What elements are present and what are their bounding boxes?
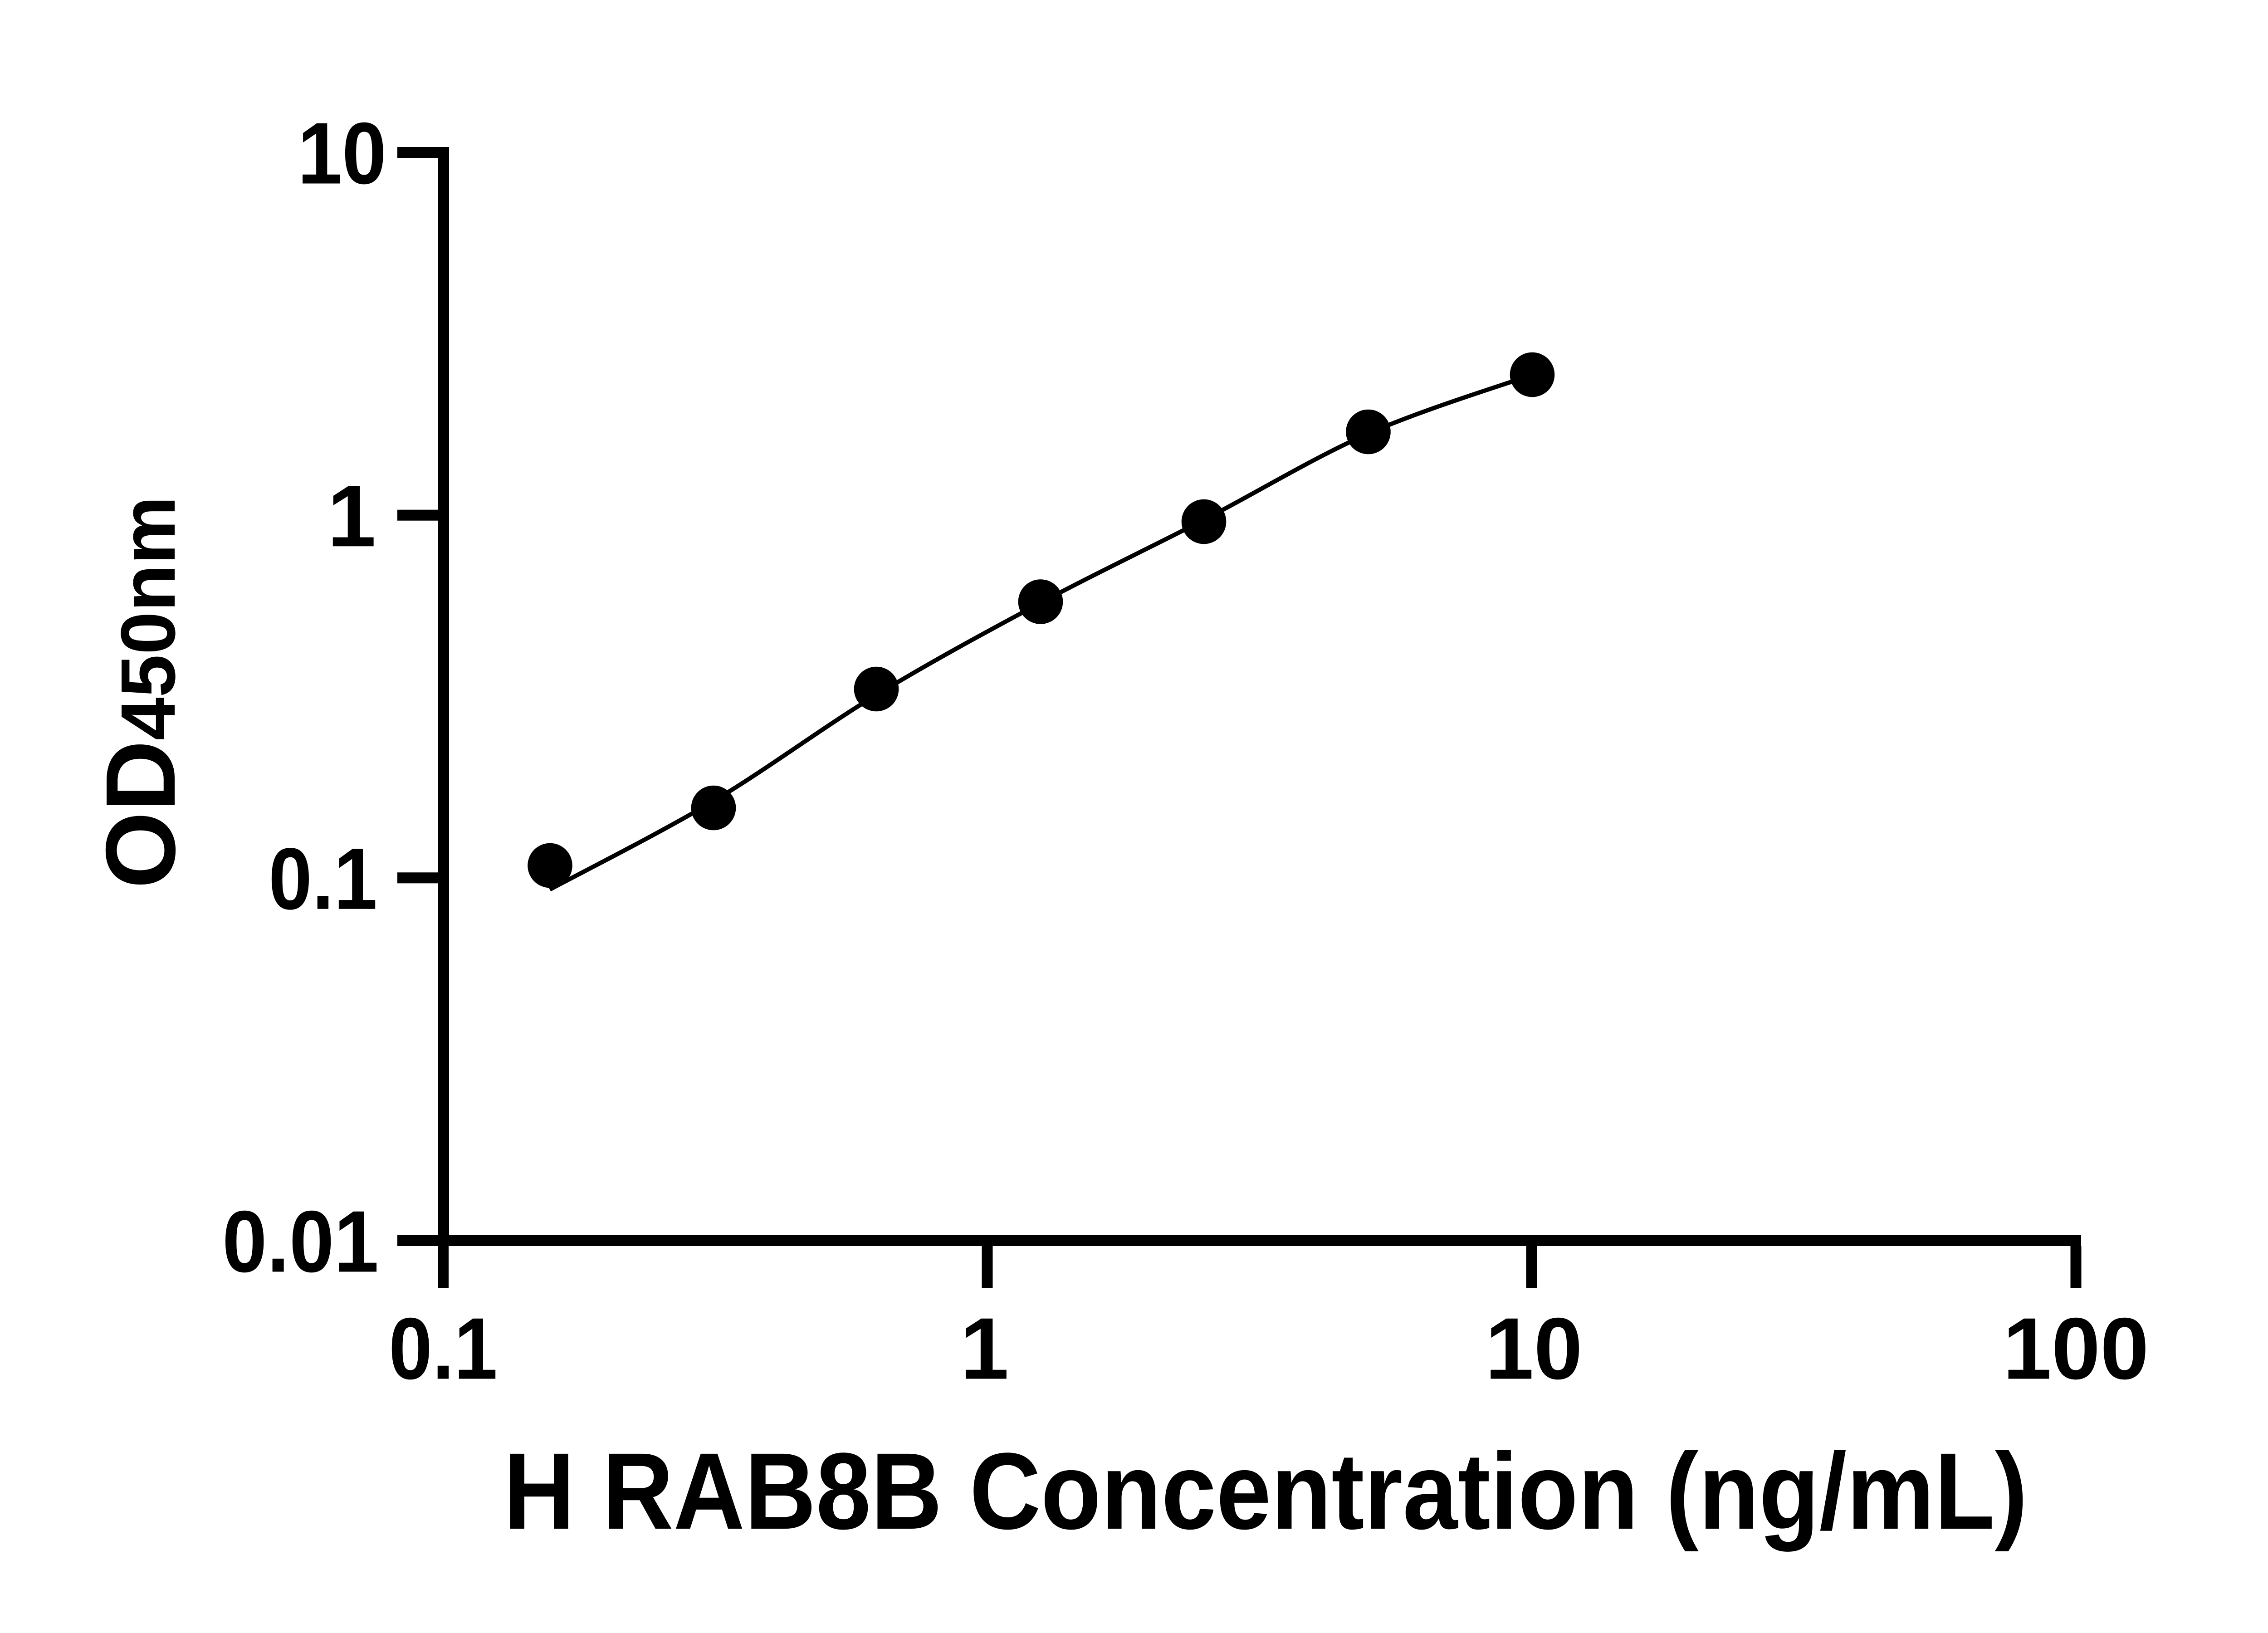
svg-text:10: 10 — [298, 104, 386, 202]
svg-text:10: 10 — [1485, 1300, 1583, 1398]
svg-text:0.1: 0.1 — [389, 1300, 498, 1398]
svg-text:OD450nm: OD450nm — [86, 496, 196, 889]
svg-text:0.1: 0.1 — [269, 830, 377, 928]
svg-text:100: 100 — [2003, 1300, 2149, 1398]
svg-text:0.01: 0.01 — [222, 1193, 379, 1291]
svg-text:H RAB8B Concentration (ng/mL): H RAB8B Concentration (ng/mL) — [503, 1430, 2028, 1552]
svg-text:1: 1 — [327, 467, 376, 565]
svg-text:1: 1 — [960, 1300, 1009, 1398]
